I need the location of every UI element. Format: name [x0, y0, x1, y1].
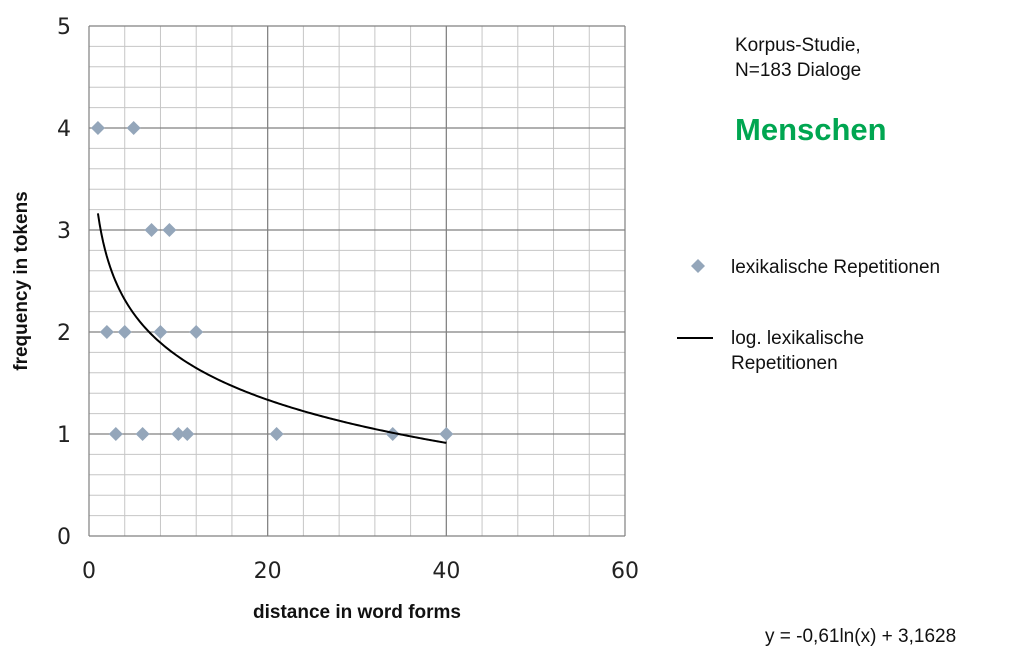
- point: [162, 223, 177, 237]
- point: [126, 121, 141, 135]
- y-tick-label: 0: [57, 525, 71, 550]
- trendline-equation: y = -0,61ln(x) + 3,1628: [765, 626, 957, 647]
- y-tick-label: 5: [57, 15, 71, 40]
- point: [90, 121, 105, 135]
- x-tick-label: 40: [432, 559, 460, 584]
- x-axis-label: distance in word forms: [253, 602, 461, 623]
- point: [153, 325, 168, 339]
- point: [99, 325, 114, 339]
- point: [189, 325, 204, 339]
- point: [117, 325, 132, 339]
- point: [180, 427, 195, 441]
- y-tick-label: 3: [57, 219, 71, 244]
- x-tick-label: 0: [82, 559, 96, 584]
- point: [269, 427, 284, 441]
- point: [385, 427, 400, 441]
- y-axis-label: frequency in tokens: [11, 191, 32, 371]
- x-tick-label: 60: [611, 559, 639, 584]
- trendline: [96, 213, 447, 444]
- y-tick-label: 4: [57, 117, 71, 142]
- point: [108, 427, 123, 441]
- point: [171, 427, 186, 441]
- highlight-label: Menschen: [735, 112, 887, 147]
- y-tick-label: 1: [57, 423, 71, 448]
- legend-marker: [691, 259, 705, 273]
- point: [144, 223, 159, 237]
- y-tick-label: 2: [57, 321, 71, 346]
- legend-label: log. lexikalische Repetitionen: [731, 328, 865, 374]
- legend-label: lexikalische Repetitionen: [731, 257, 941, 278]
- point: [439, 427, 454, 441]
- annotation: Korpus-Studie, N=183 Dialoge: [735, 35, 862, 81]
- x-tick-label: 20: [254, 559, 282, 584]
- point: [135, 427, 150, 441]
